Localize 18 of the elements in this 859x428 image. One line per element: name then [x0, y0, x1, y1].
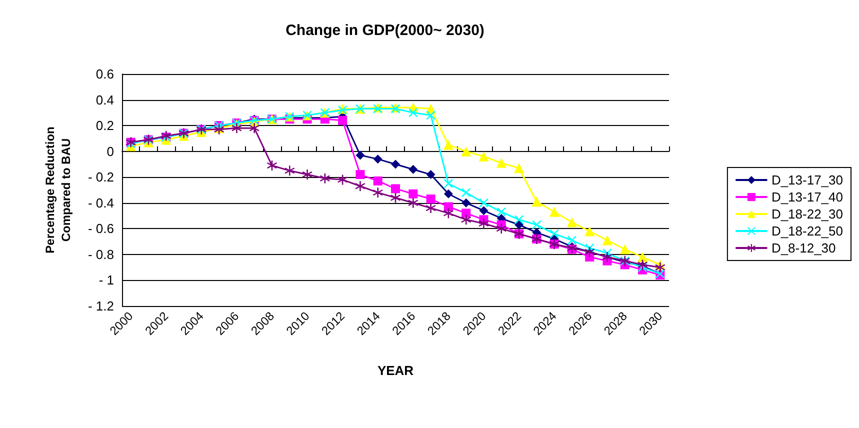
y-tick-label: - 1.2 — [88, 298, 114, 314]
y-tick-label: - 0.6 — [88, 221, 114, 236]
y-tick-label: 0.4 — [96, 92, 114, 108]
legend-label: D_8-12_30 — [771, 240, 836, 256]
legend-label: D_18-22_30 — [771, 206, 844, 222]
y-tick-label: - 0.4 — [88, 195, 114, 210]
y-tick-label: - 0.2 — [88, 170, 114, 185]
y-axis-title: Percentage Reduction Compared to BAU — [43, 126, 73, 254]
legend-label: D_13-17_30 — [771, 172, 844, 188]
y-tick-label: 0.2 — [96, 118, 114, 134]
legend-label: D_18-22_50 — [771, 224, 844, 238]
x-axis-title: YEAR — [377, 363, 414, 378]
chart-title: Change in GDP(2000~ 2030) — [286, 22, 484, 39]
y-tick-label: - 0.8 — [88, 246, 114, 262]
legend-label: D_13-17_40 — [771, 190, 844, 204]
y-tick-label: 0.6 — [96, 66, 114, 82]
y-tick-label: - 1 — [98, 272, 114, 288]
y-tick-label: 0 — [106, 144, 114, 159]
